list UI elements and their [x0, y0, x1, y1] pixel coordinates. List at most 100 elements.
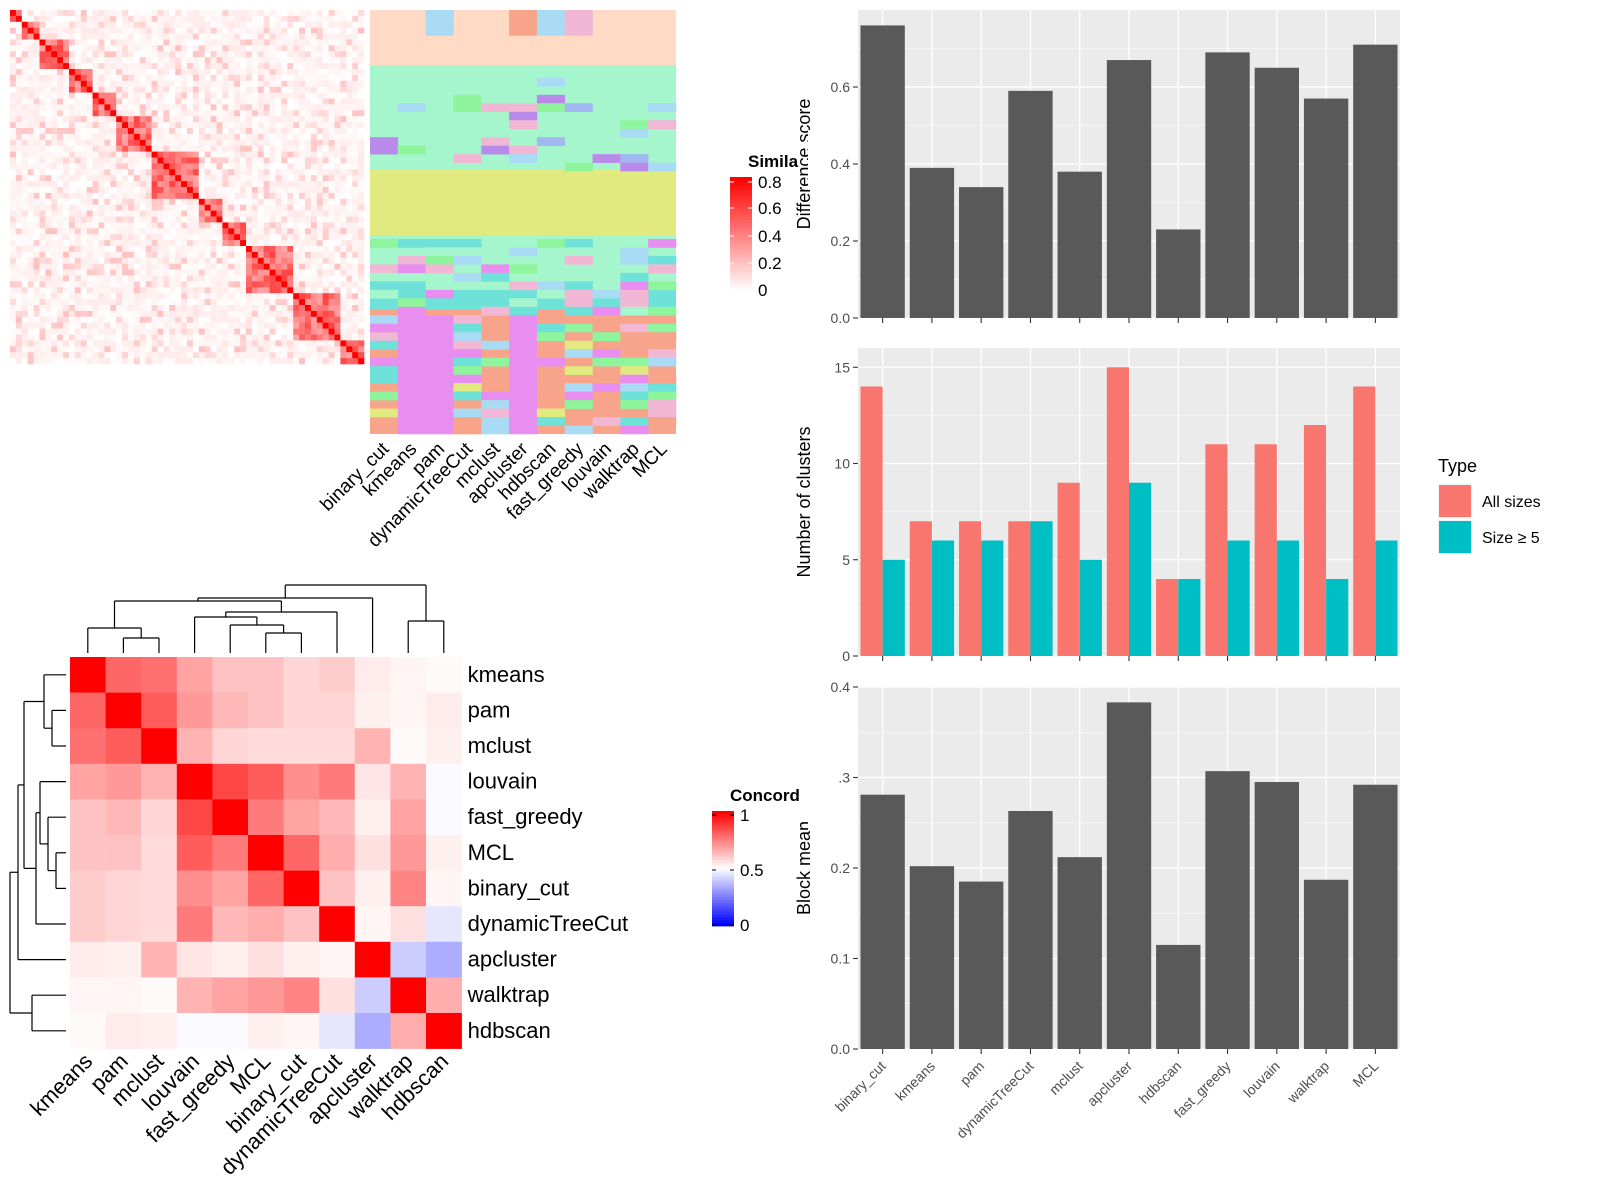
similarity-cell — [310, 139, 318, 146]
similarity-cell — [275, 293, 282, 300]
similarity-cell — [57, 251, 64, 259]
similarity-cell — [27, 269, 34, 276]
similarity-cell — [74, 340, 82, 347]
membership-cell — [453, 315, 482, 325]
similarity-cell — [234, 358, 241, 365]
similarity-cell — [198, 151, 205, 158]
similarity-cell — [222, 80, 229, 87]
similarity-cell — [269, 69, 276, 76]
similarity-cell — [334, 133, 341, 141]
similarity-cell — [128, 287, 135, 294]
similarity-cell — [334, 210, 341, 217]
membership-cell — [564, 26, 593, 36]
similarity-cell — [69, 322, 76, 329]
similarity-cell — [139, 69, 146, 76]
similarity-cell — [69, 305, 76, 312]
similarity-cell — [263, 169, 270, 176]
similarity-cell — [139, 74, 146, 82]
concordance-cell — [426, 763, 462, 800]
similarity-cell — [310, 15, 318, 23]
similarity-cell — [110, 293, 117, 300]
similarity-cell — [181, 98, 188, 105]
similarity-cell — [316, 293, 323, 300]
similarity-cell — [352, 181, 359, 188]
concordance-legend-swatch — [712, 891, 734, 895]
similarity-cell — [86, 151, 93, 158]
similarity-cell — [216, 21, 223, 28]
similarity-cell — [222, 198, 229, 205]
similarity-cell — [122, 222, 129, 229]
similarity-cell — [334, 334, 341, 341]
concordance-legend-swatch — [712, 900, 734, 904]
similarity-cell — [346, 21, 353, 28]
similarity-cell — [98, 299, 105, 306]
similarity-cell — [187, 157, 194, 164]
similarity-cell — [151, 322, 158, 329]
similarity-cell — [74, 328, 82, 335]
concordance-cell — [212, 1013, 249, 1049]
similarity-cell — [98, 246, 105, 253]
membership-cell — [592, 349, 621, 358]
similarity-cell — [86, 122, 93, 129]
similarity-cell — [63, 251, 70, 259]
similarity-cell — [104, 269, 111, 276]
similarity-cell — [275, 352, 282, 359]
similarity-cell — [157, 157, 164, 164]
similarity-cell — [163, 204, 170, 211]
similarity-cell — [222, 39, 229, 46]
similarity-cell — [328, 92, 335, 99]
similarity-cell — [316, 157, 323, 164]
similarity-cell — [10, 228, 17, 235]
membership-cell — [509, 417, 538, 426]
similarity-cell — [74, 287, 82, 294]
membership-cell — [620, 366, 649, 375]
similarity-cell — [234, 299, 241, 306]
similarity-cell — [204, 116, 211, 123]
similarity-cell — [39, 352, 46, 359]
similarity-cell — [334, 358, 341, 365]
similarity-cell — [98, 216, 105, 223]
similarity-cell — [151, 210, 158, 217]
similarity-cell — [27, 334, 34, 341]
similarity-cell — [27, 51, 34, 58]
similarity-cell — [175, 169, 182, 176]
similarity-cell — [334, 145, 341, 152]
membership-cell — [453, 94, 482, 104]
similarity-cell — [51, 116, 58, 123]
similarity-cell — [251, 299, 259, 306]
similarity-cell — [57, 74, 64, 82]
similarity-cell — [45, 169, 52, 176]
membership-cell — [370, 408, 399, 418]
similarity-cell — [110, 210, 117, 217]
similarity-cell — [15, 251, 23, 259]
concordance-cell — [70, 799, 106, 836]
similarity-cell — [210, 157, 217, 164]
similarity-cell — [74, 281, 82, 288]
similarity-cell — [299, 204, 306, 211]
similarity-cell — [316, 15, 323, 23]
similarity-cell — [128, 263, 135, 270]
similarity-cell — [157, 33, 164, 40]
concordance-cell — [248, 692, 284, 729]
similarity-cell — [151, 222, 158, 229]
similarity-cell — [299, 352, 306, 359]
similarity-cell — [27, 80, 34, 87]
similarity-cell — [246, 281, 253, 288]
similarity-cell — [275, 257, 282, 264]
similarity-cell — [175, 358, 182, 365]
similarity-cell — [328, 316, 335, 323]
similarity-cell — [80, 104, 87, 111]
membership-cell — [509, 357, 538, 367]
similarity-cell — [352, 328, 359, 335]
similarity-cell — [86, 240, 93, 247]
similarity-cell — [299, 346, 306, 353]
similarity-cell — [263, 210, 270, 217]
concordance-cell — [354, 906, 391, 943]
similarity-cell — [98, 74, 105, 82]
similarity-cell — [133, 39, 141, 46]
similarity-cell — [116, 216, 123, 223]
similarity-cell — [128, 69, 135, 76]
similarity-cell — [145, 316, 152, 323]
membership-cell — [453, 272, 482, 282]
similarity-cell — [33, 151, 40, 158]
